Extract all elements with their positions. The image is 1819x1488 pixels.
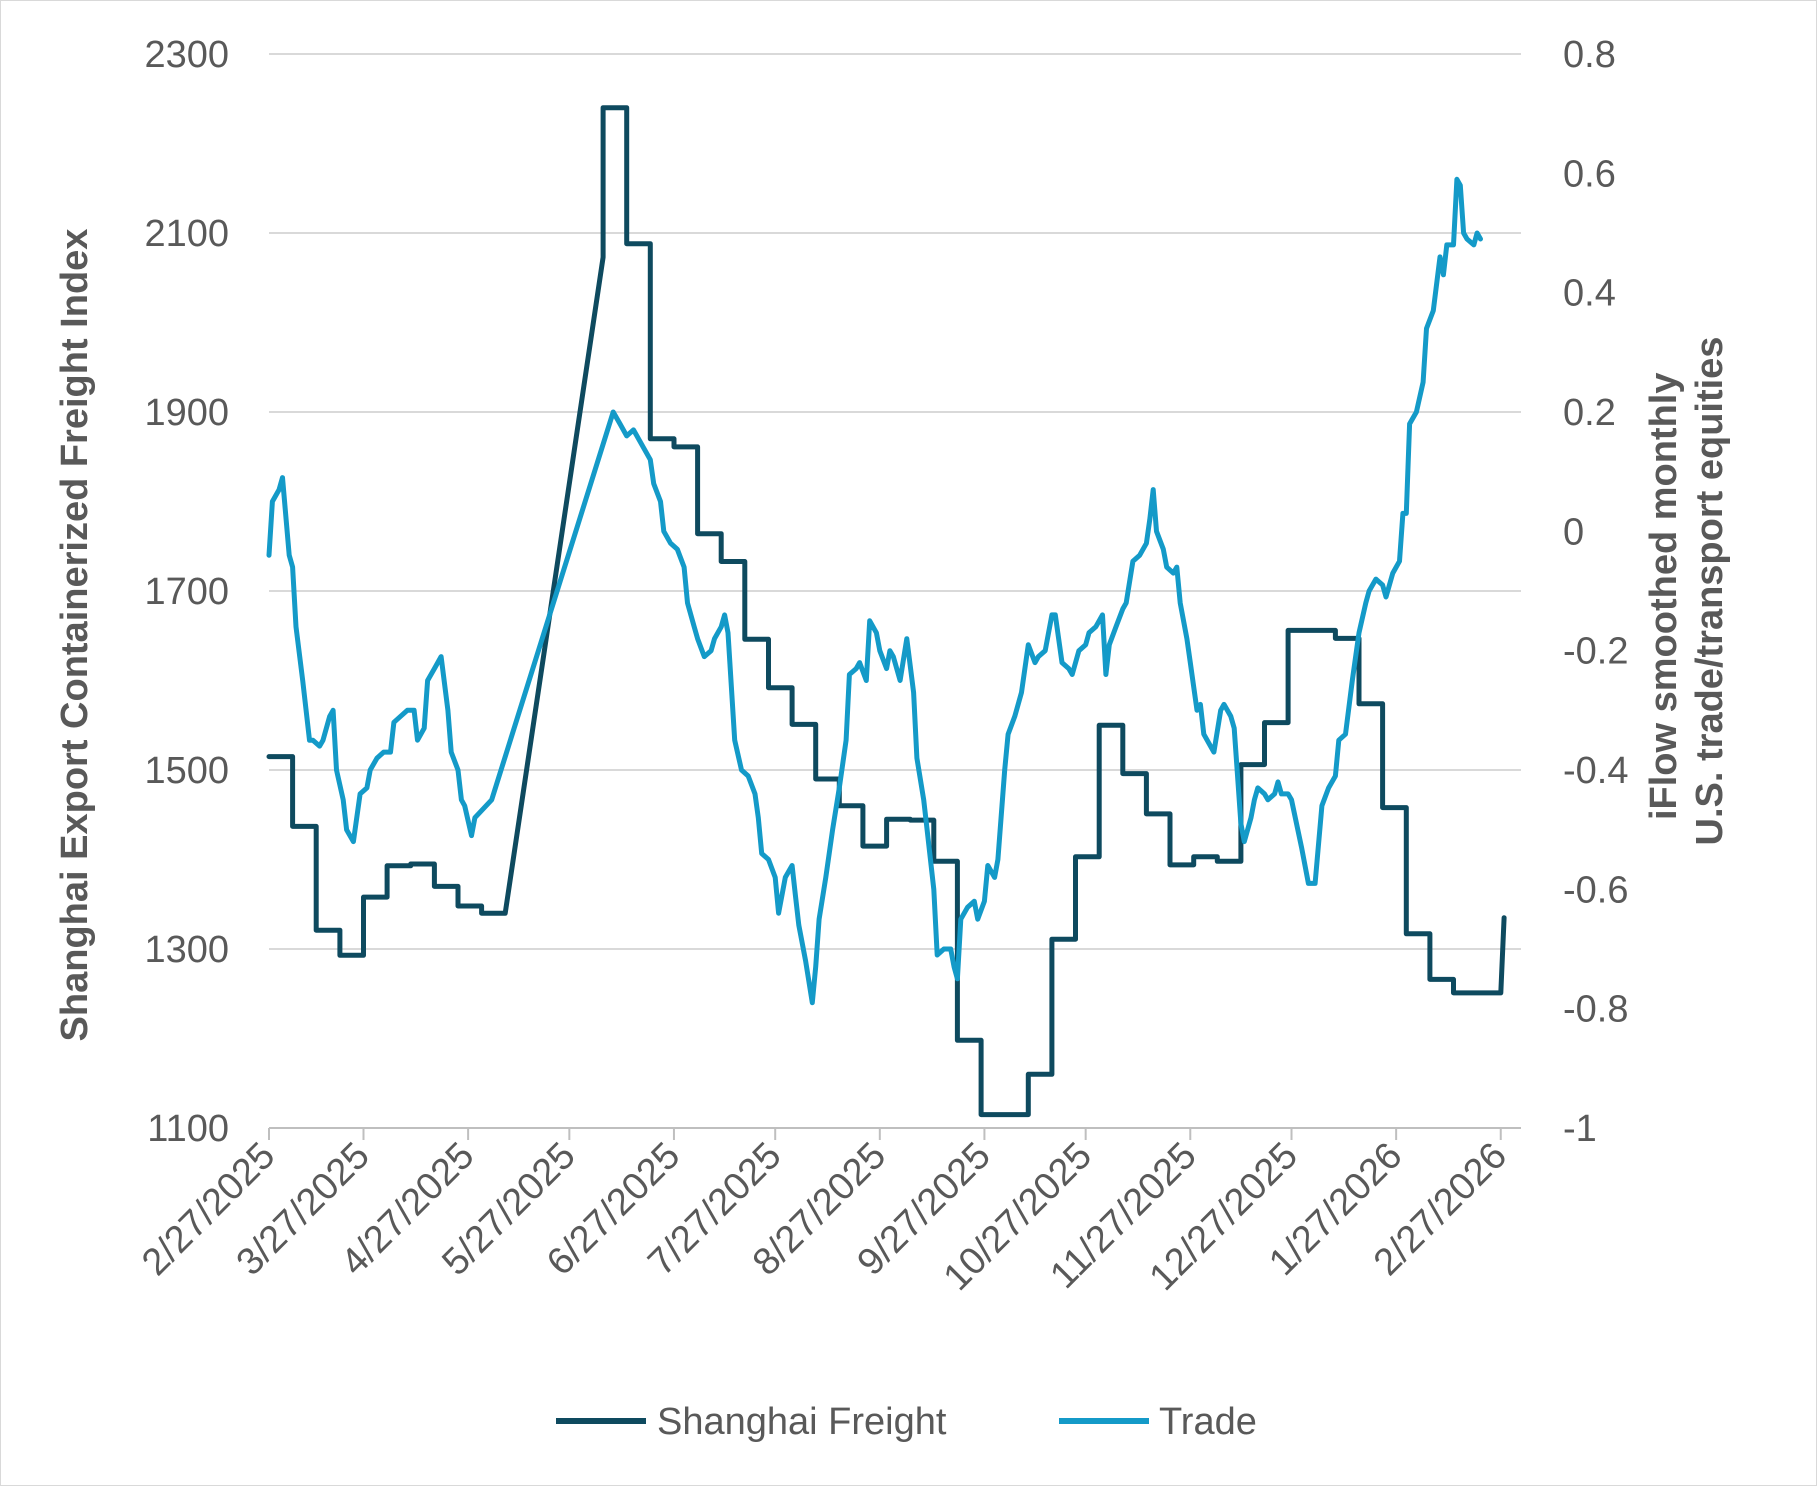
y-left-tick-label: 1300 — [144, 929, 229, 971]
legend: Shanghai Freight Trade — [556, 1401, 1257, 1443]
y-left-tick-label: 1700 — [144, 571, 229, 613]
y-right-tick-label: -0.6 — [1563, 869, 1628, 911]
y-right-tick-label: 0 — [1563, 511, 1584, 553]
axes: 2300 2100 1900 1700 1500 1300 1100 0.8 0.6 0.4 0.2… — [134, 34, 1628, 1299]
y-left-tick-label: 2300 — [144, 34, 229, 76]
y-right-axis-title-line-1: iFlow smoothed monthly — [1643, 373, 1685, 821]
y-right-tick-label: -0.8 — [1563, 989, 1628, 1031]
y-left-tick-label: 1500 — [144, 750, 229, 792]
y-right-tick-label: 0.2 — [1563, 392, 1616, 434]
legend-label-trade: Trade — [1159, 1401, 1257, 1443]
y-right-tick-label: -0.4 — [1563, 750, 1628, 792]
series-lines — [266, 105, 1507, 1118]
y-right-tick-label: 0.8 — [1563, 34, 1616, 76]
y-left-tick-label: 2100 — [144, 213, 229, 255]
y-left-tick-label: 1100 — [147, 1108, 229, 1150]
legend-label-shanghai-freight: Shanghai Freight — [657, 1401, 947, 1443]
series-line-shanghai-freight — [266, 105, 1507, 1118]
y-right-tick-label: -1 — [1563, 1108, 1597, 1150]
y-right-axis-title: iFlow smoothed monthly U.S. trade/transp… — [1643, 337, 1731, 846]
y-right-axis-title-line-2: U.S. trade/transport equities — [1689, 337, 1731, 846]
y-left-tick-label: 1900 — [144, 392, 229, 434]
y-right-tick-label: -0.2 — [1563, 631, 1628, 673]
gridlines — [269, 53, 1521, 950]
y-right-tick-label: 0.6 — [1563, 153, 1616, 195]
series-line-trade — [266, 176, 1483, 1006]
y-right-tick-label: 0.4 — [1563, 273, 1616, 315]
y-left-axis-title: Shanghai Export Containerized Freight In… — [54, 229, 96, 1042]
